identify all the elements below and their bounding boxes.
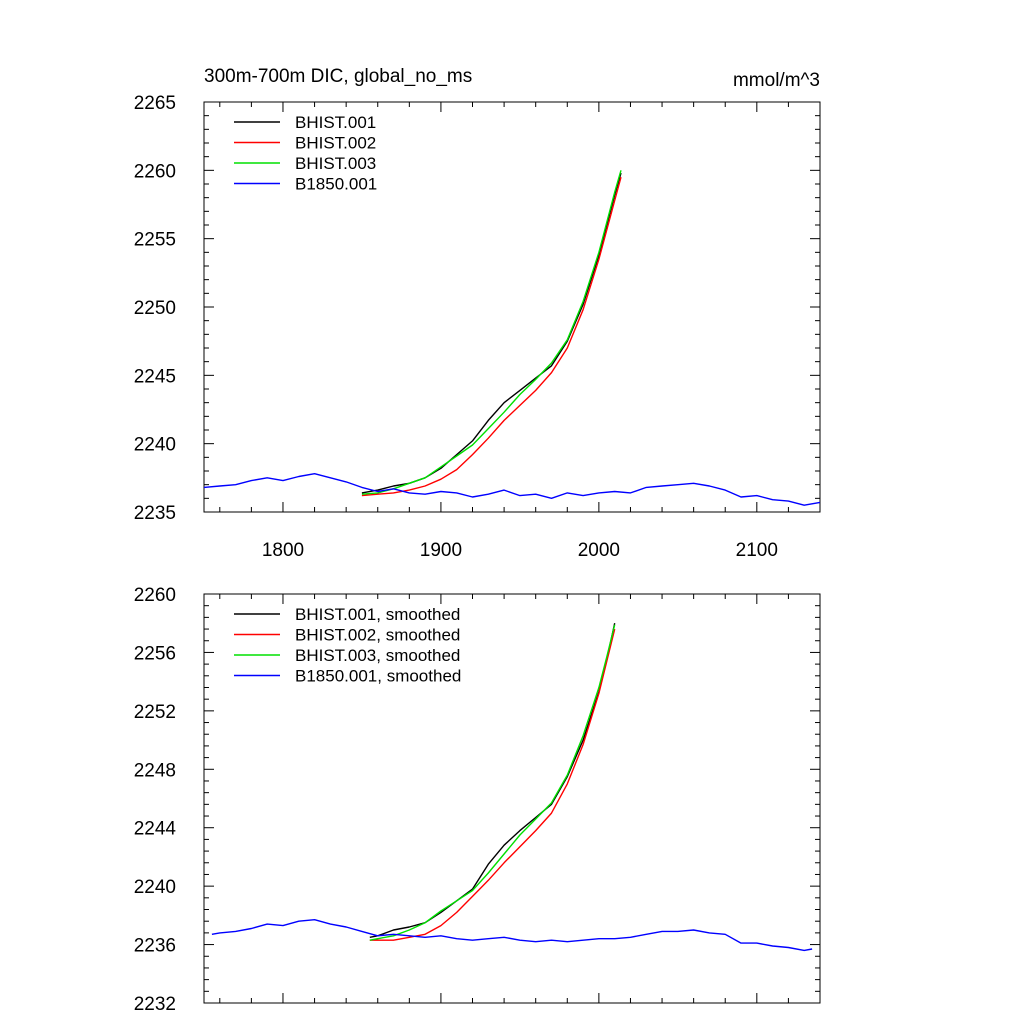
legend-label: BHIST.003 [295,154,376,173]
top-plot-area: 1800 1900 2000 2100 2235 2240 2245 2250 2255 2260… [134,93,821,561]
series-line-3 [369,624,616,941]
series-line-3 [361,170,622,495]
y-tick-label: 2256 [134,643,176,664]
y-tick-label: 2245 [134,366,176,387]
y-tick-label: 2232 [134,994,176,1015]
series-line-2 [369,628,616,941]
legend-label: B1850.001 [295,175,377,194]
bottom-panel: 2232 2236 2240 2244 2248 2252 2256 2260 BHIST.00… [134,585,821,1015]
y-tick-label: 2260 [134,161,176,182]
x-tick-label: 1900 [420,540,462,561]
x-tick-label: 2100 [736,540,778,561]
legend-label: BHIST.003, smoothed [295,646,460,665]
x-tick-label: 2000 [578,540,620,561]
top-panel-units: mmol/m^3 [733,70,820,91]
series-line-1 [369,623,616,938]
legend-label: BHIST.002 [295,134,376,153]
y-tick-label: 2235 [134,503,176,524]
y-tick-label: 2252 [134,702,176,723]
y-tick-label: 2260 [134,585,176,606]
legend-label: B1850.001, smoothed [295,667,461,686]
x-tick-label: 1800 [262,540,304,561]
plot-frame [203,593,821,1004]
legend-label: BHIST.002, smoothed [295,626,460,645]
y-tick-label: 2265 [134,93,176,114]
legend-label: BHIST.001, smoothed [295,605,460,624]
top-panel-title: 300m-700m DIC, global_no_ms [204,66,472,87]
y-tick-label: 2250 [134,298,176,319]
series-line-1 [361,172,622,494]
series-line-4 [203,473,821,506]
bottom-plot-area: 2232 2236 2240 2244 2248 2252 2256 2260 BHIST.00… [134,585,821,1015]
y-tick-label: 2236 [134,936,176,957]
y-tick-label: 2244 [134,819,177,840]
y-tick-label: 2248 [134,760,176,781]
legend-label: BHIST.001 [295,113,376,132]
y-tick-label: 2240 [134,435,176,456]
y-tick-label: 2240 [134,877,176,898]
top-panel: 300m-700m DIC, global_no_ms mmol/m^3 180… [134,66,821,561]
y-tick-label: 2255 [134,230,176,251]
series-line-2 [361,177,622,497]
series-line-4 [211,919,813,952]
